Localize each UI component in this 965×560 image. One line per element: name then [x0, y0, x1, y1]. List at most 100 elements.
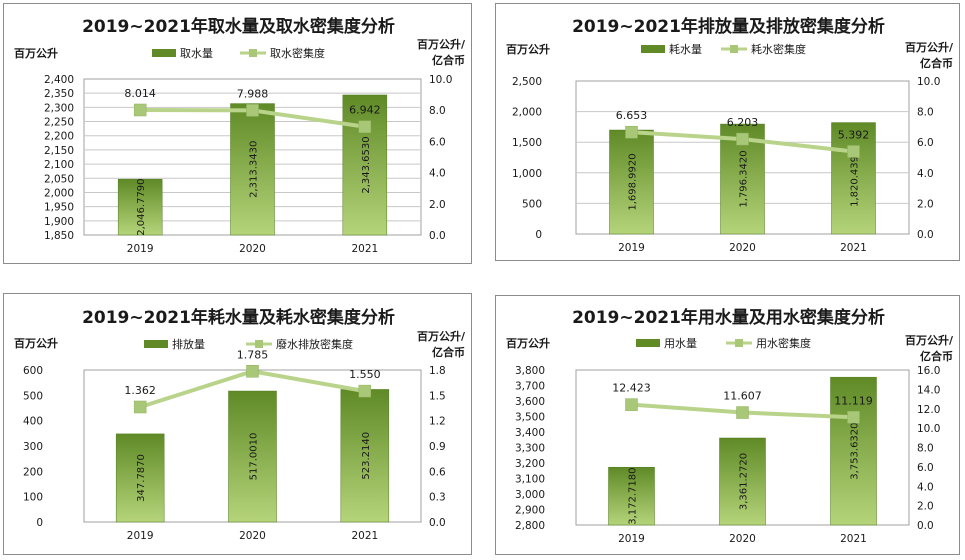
- right-tick-label: 4.0: [917, 168, 934, 180]
- right-tick-label: 4.0: [429, 168, 446, 180]
- left-tick-label: 3,300: [515, 443, 545, 455]
- right-tick-label: 4.0: [917, 481, 934, 493]
- legend-label-bar: 用水量: [664, 337, 697, 350]
- left-tick-label: 3,100: [515, 474, 545, 486]
- left-tick-label: 2,400: [44, 74, 74, 86]
- bar-value-label: 2,046.7790: [136, 178, 147, 235]
- right-tick-label: 1.5: [429, 390, 446, 402]
- legend-swatch-bar: [636, 339, 660, 347]
- left-tick-label: 2,200: [44, 131, 74, 143]
- legend-label-bar: 取水量: [180, 47, 213, 60]
- right-tick-label: 8.0: [917, 443, 934, 455]
- legend-label-line: 廢水排放密集度: [276, 337, 353, 351]
- left-tick-label: 600: [23, 365, 43, 377]
- left-axis-unit: 百万公升: [506, 336, 550, 350]
- left-tick-label: 2,000: [44, 187, 74, 199]
- bar-value-label: 523.2140: [361, 432, 372, 480]
- line-value-label: 1.362: [124, 384, 156, 397]
- right-tick-label: 0.6: [429, 466, 446, 478]
- right-tick-label: 2.0: [429, 199, 446, 211]
- right-tick-label: 8.0: [429, 105, 446, 117]
- bar-value-label: 1,698.9920: [628, 153, 639, 210]
- line-marker: [358, 384, 372, 398]
- line-marker: [246, 104, 259, 117]
- left-axis-unit: 百万公升: [14, 46, 58, 60]
- left-tick-label: 100: [23, 492, 43, 504]
- left-tick-label: 1,000: [512, 168, 542, 180]
- right-tick-label: 6.0: [917, 462, 934, 474]
- bar: [831, 122, 876, 235]
- left-tick-label: 0: [535, 229, 542, 241]
- right-tick-label: 6.0: [917, 137, 934, 149]
- right-tick-label: 0.9: [429, 441, 446, 453]
- bar-value-label: 2,343.6530: [361, 136, 372, 193]
- line-value-label: 6.653: [616, 109, 648, 122]
- chart-title: 2019~2021年排放量及排放密集度分析: [572, 16, 885, 37]
- chart-panel-discharge: 2019~2021年排放量及排放密集度分析 百万公升 百万公升/亿合币 耗水量 耗水密集…: [495, 3, 960, 261]
- left-tick-label: 2,000: [512, 107, 542, 119]
- line-value-label: 7.988: [237, 87, 269, 100]
- line-value-label: 11.119: [834, 394, 873, 407]
- bar: [228, 390, 277, 523]
- line-value-label: 12.423: [612, 382, 651, 395]
- left-tick-label: 3,500: [515, 412, 545, 424]
- line-marker: [625, 398, 638, 411]
- right-tick-label: 0.3: [429, 492, 446, 504]
- line-marker: [625, 125, 638, 139]
- bar: [830, 376, 877, 526]
- category-label: 2019: [618, 533, 645, 545]
- bar: [609, 129, 654, 235]
- line-marker: [847, 411, 860, 424]
- line-value-label: 6.942: [349, 104, 381, 117]
- bar-value-label: 2,313.3430: [249, 141, 260, 198]
- legend-swatch-marker: [735, 339, 743, 347]
- legend-swatch-bar: [144, 340, 168, 348]
- left-tick-label: 0: [36, 517, 43, 529]
- left-tick-label: 2,300: [44, 102, 74, 114]
- left-tick-label: 2,350: [44, 88, 74, 100]
- line-marker: [847, 145, 860, 158]
- left-tick-label: 200: [23, 466, 43, 478]
- left-tick-label: 1,950: [44, 202, 74, 214]
- left-tick-label: 400: [23, 416, 43, 428]
- right-tick-label: 0.0: [917, 229, 934, 241]
- right-tick-label: 16.0: [917, 365, 940, 377]
- bar: [230, 103, 275, 236]
- category-label: 2019: [618, 242, 645, 254]
- bar: [117, 178, 163, 236]
- line-marker: [736, 406, 749, 419]
- line-value-label: 11.607: [723, 390, 762, 403]
- left-tick-label: 2,900: [515, 505, 545, 517]
- legend-label-line: 耗水密集度: [751, 42, 806, 56]
- right-tick-label: 12.0: [917, 404, 940, 416]
- right-tick-label: 0.0: [429, 230, 446, 242]
- category-label: 2021: [351, 530, 378, 542]
- line-value-label: 6.203: [727, 116, 759, 129]
- left-tick-label: 2,150: [44, 145, 74, 157]
- right-axis-unit: 亿合币: [920, 56, 953, 70]
- chart-panel-usage: 2019~2021年用水量及用水密集度分析 百万公升 百万公升/亿合币 用水量 用水密集…: [495, 295, 960, 555]
- left-tick-label: 500: [23, 390, 43, 402]
- right-axis-unit: 百万公升/: [417, 37, 466, 51]
- left-tick-label: 1,850: [44, 230, 74, 242]
- bar-value-label: 3,172.7180: [628, 467, 639, 524]
- category-label: 2021: [840, 533, 867, 545]
- category-label: 2021: [840, 242, 867, 254]
- right-tick-label: 10.0: [917, 423, 940, 435]
- category-label: 2020: [729, 242, 756, 254]
- legend-label-bar: 排放量: [172, 337, 205, 351]
- chart-title: 2019~2021年耗水量及耗水密集度分析: [82, 307, 395, 328]
- right-axis-unit: 亿合币: [920, 349, 953, 363]
- category-label: 2020: [729, 533, 756, 545]
- right-axis-unit: 亿合币: [432, 53, 465, 67]
- bar: [342, 94, 388, 236]
- right-tick-label: 2.0: [917, 501, 934, 513]
- right-tick-label: 0.0: [429, 517, 446, 529]
- bar: [115, 433, 165, 523]
- left-tick-label: 2,100: [44, 159, 74, 171]
- line-value-label: 5.392: [838, 129, 870, 142]
- line-marker: [736, 132, 749, 146]
